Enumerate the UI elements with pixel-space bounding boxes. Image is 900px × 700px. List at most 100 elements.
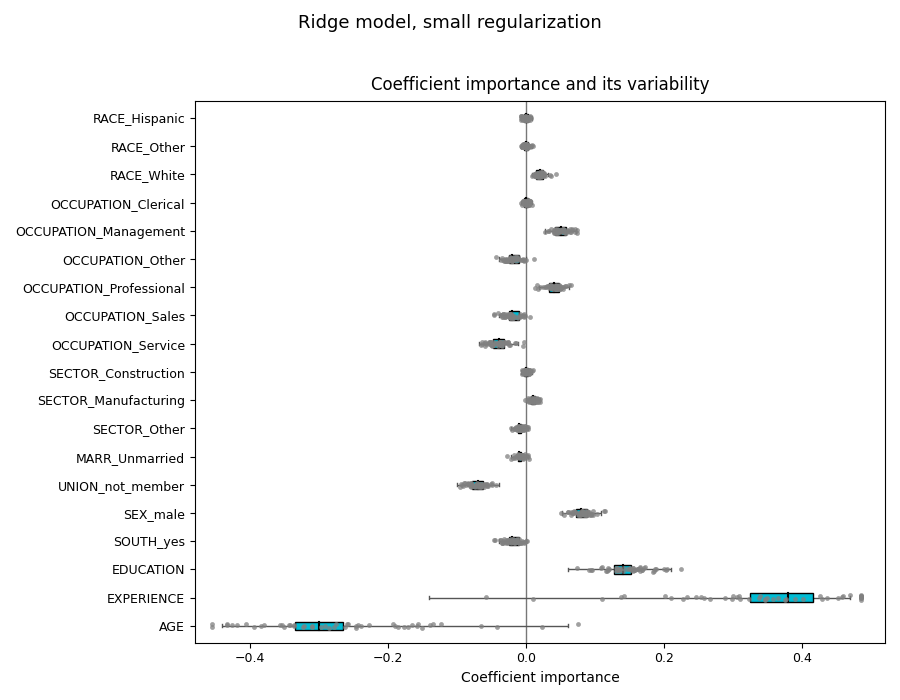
Point (328, 619, 343, 630)
Point (760, 592, 774, 603)
Point (518, 197, 532, 209)
Point (501, 253, 516, 264)
Point (274, 620, 288, 631)
Point (770, 592, 785, 603)
Point (518, 421, 532, 432)
Point (500, 256, 514, 267)
Point (519, 365, 534, 376)
Point (485, 477, 500, 489)
Point (572, 509, 587, 520)
Point (626, 564, 641, 575)
Point (730, 592, 744, 603)
Point (205, 622, 220, 633)
Point (519, 365, 534, 376)
Point (518, 111, 532, 122)
Point (602, 564, 616, 575)
Point (495, 311, 509, 322)
Point (479, 479, 493, 490)
Point (815, 593, 830, 604)
Point (494, 309, 508, 321)
Point (497, 255, 511, 266)
Point (510, 450, 525, 461)
Point (540, 280, 554, 291)
Point (531, 396, 545, 407)
Point (527, 393, 542, 404)
Point (526, 169, 540, 180)
Point (590, 508, 605, 519)
Point (475, 337, 490, 348)
Point (520, 536, 535, 547)
Point (247, 622, 261, 633)
Point (318, 621, 332, 632)
Point (546, 284, 561, 295)
Point (555, 283, 570, 294)
Point (734, 594, 748, 605)
Point (555, 281, 570, 293)
Point (500, 536, 515, 547)
Point (631, 564, 645, 575)
Point (484, 340, 499, 351)
Point (504, 308, 518, 319)
Point (518, 141, 533, 152)
Point (528, 168, 543, 179)
Point (501, 255, 516, 266)
Point (472, 480, 486, 491)
Point (495, 340, 509, 351)
Point (549, 282, 563, 293)
Point (514, 111, 528, 122)
Point (485, 480, 500, 491)
Point (526, 394, 540, 405)
Point (501, 534, 516, 545)
Point (545, 280, 560, 291)
Bar (518, 424, 520, 433)
Point (516, 139, 530, 150)
Point (296, 620, 310, 631)
Point (537, 169, 552, 180)
Point (503, 308, 517, 319)
Bar (508, 255, 519, 263)
Point (518, 114, 532, 125)
Point (220, 619, 234, 630)
Point (493, 337, 508, 349)
Point (520, 197, 535, 208)
Point (470, 477, 484, 489)
Point (518, 112, 532, 123)
Point (510, 452, 525, 463)
Point (517, 139, 531, 150)
Point (475, 479, 490, 490)
Point (526, 396, 541, 407)
Point (477, 479, 491, 490)
Point (853, 594, 868, 606)
Point (523, 367, 537, 378)
Point (576, 507, 590, 518)
Point (511, 424, 526, 435)
Point (523, 366, 537, 377)
Point (831, 592, 845, 603)
Point (507, 538, 521, 549)
Point (512, 452, 526, 463)
Point (515, 451, 529, 462)
Point (305, 621, 320, 632)
Point (509, 254, 524, 265)
Point (674, 564, 688, 575)
Point (510, 424, 525, 435)
Point (535, 169, 549, 180)
Point (518, 111, 533, 122)
Point (517, 195, 531, 206)
Point (517, 113, 531, 125)
Point (493, 338, 508, 349)
Point (521, 196, 535, 207)
Point (528, 396, 543, 407)
Point (515, 199, 529, 210)
Point (598, 505, 613, 517)
Point (517, 452, 531, 463)
Point (535, 170, 549, 181)
Point (519, 197, 534, 209)
Point (453, 482, 467, 493)
Point (505, 312, 519, 323)
Point (531, 393, 545, 404)
Point (516, 140, 530, 151)
Point (523, 140, 537, 151)
Point (464, 481, 478, 492)
Point (525, 393, 539, 404)
